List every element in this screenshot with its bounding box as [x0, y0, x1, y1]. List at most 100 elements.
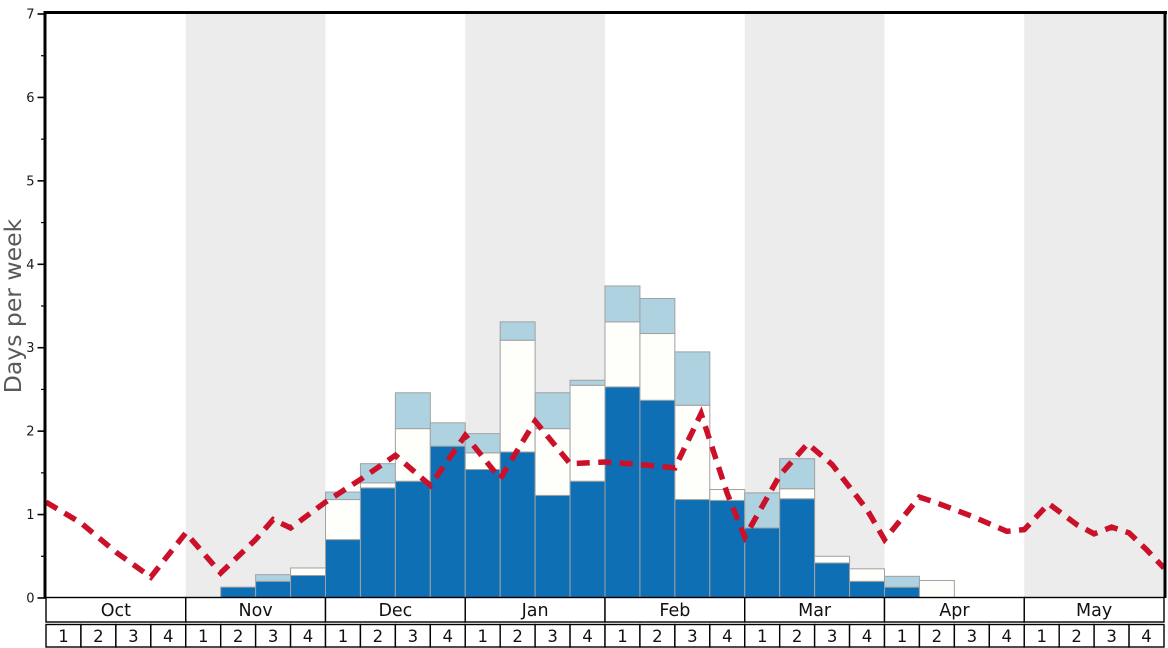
week-number-label: 3	[1106, 627, 1117, 646]
bar-segment-dark	[884, 586, 920, 599]
month-label: May	[1076, 601, 1112, 621]
axes-layer: 0 1 2 3 4 5 6 7	[26, 8, 1167, 607]
red-dashed-line	[44, 406, 1166, 581]
month-label-cell	[185, 596, 327, 623]
right-spine	[1163, 11, 1167, 598]
month-label-cell	[883, 596, 1025, 623]
bar-segment-white	[290, 567, 326, 576]
y-axis-title: Days per week	[0, 218, 27, 393]
week-number-label: 4	[443, 627, 454, 646]
week-number-cell	[1128, 623, 1165, 648]
bar-segment-white	[849, 568, 885, 582]
y-tick-label: 3	[26, 341, 34, 356]
week-number-label: 1	[338, 627, 349, 646]
month-label: Feb	[659, 601, 690, 621]
week-number-label: 2	[233, 627, 244, 646]
bar-segment-dark	[220, 586, 257, 599]
month-label: Mar	[798, 601, 832, 621]
line-layer	[44, 406, 1166, 581]
week-number-label: 4	[1002, 627, 1013, 646]
bar-segment-dark	[814, 562, 851, 599]
bar-segment-dark	[674, 499, 711, 599]
month-label-cell	[604, 596, 746, 623]
y-tick-label: 0	[26, 592, 34, 607]
bar-segment-white	[918, 579, 955, 599]
bar-segment-dark	[534, 494, 571, 599]
week-number-label: 1	[1036, 627, 1047, 646]
bar-segment-dark	[709, 499, 746, 599]
bar-segment-light	[394, 392, 431, 430]
bar-segment-white	[604, 321, 641, 388]
month-label-cell	[45, 596, 187, 623]
week-number-label: 3	[547, 627, 558, 646]
week-number-label: 1	[58, 627, 69, 646]
week-number-label: 4	[862, 627, 873, 646]
week-number-label: 3	[128, 627, 139, 646]
y-tick-label: 1	[26, 508, 34, 523]
month-shading-band	[1024, 14, 1164, 598]
y-tick-label: 5	[26, 174, 34, 189]
bar-segment-dark	[604, 386, 641, 599]
bar-segment-light	[429, 422, 466, 447]
week-number-label: 3	[967, 627, 978, 646]
bar-segment-white	[569, 384, 606, 482]
bar-segment-light	[674, 351, 711, 406]
bar-segment-white	[464, 452, 501, 471]
y-tick-label: 2	[26, 425, 34, 440]
y-tick-label: 7	[26, 8, 34, 23]
bar-segment-light	[534, 392, 571, 430]
month-label: Apr	[939, 601, 970, 621]
month-label: Oct	[101, 601, 131, 621]
month-label-cell	[324, 596, 466, 623]
week-number-label: 2	[373, 627, 384, 646]
bar-segment-light	[639, 297, 676, 335]
bar-segment-light	[464, 433, 501, 454]
week-number-label: 1	[897, 627, 908, 646]
week-number-label: 4	[722, 627, 733, 646]
week-number-label: 1	[477, 627, 488, 646]
week-number-label: 2	[932, 627, 943, 646]
week-number-label: 3	[268, 627, 279, 646]
bar-segment-dark	[429, 445, 466, 599]
bar-segment-dark	[569, 480, 606, 599]
week-number-label: 2	[93, 627, 104, 646]
bar-segment-dark	[359, 487, 396, 599]
week-number-label: 1	[617, 627, 628, 646]
bar-segment-dark	[325, 539, 361, 599]
week-number-label: 2	[652, 627, 663, 646]
week-number-label: 3	[687, 627, 698, 646]
bars-layer	[220, 285, 955, 599]
week-number-label: 2	[792, 627, 803, 646]
week-number-label: 1	[198, 627, 209, 646]
bar-segment-light	[779, 458, 816, 490]
left-spine	[43, 11, 47, 598]
bar-segment-white	[814, 555, 851, 564]
bar-segment-light	[569, 379, 606, 386]
month-label: Nov	[239, 601, 273, 621]
bar-segment-dark	[464, 469, 501, 599]
week-number-label: 4	[582, 627, 593, 646]
week-number-label: 3	[408, 627, 419, 646]
bar-segment-dark	[744, 527, 781, 599]
month-week-tables-layer: Oct Nov Dec Jan Feb Mar Apr May 1 2 3 4 1 2 3 4 1 2 3 4 1 2 3 4…	[45, 596, 1165, 648]
bar-segment-dark	[779, 498, 816, 599]
bar-segment-light	[604, 285, 641, 323]
top-spine	[43, 11, 1167, 14]
bar-segment-dark	[255, 580, 292, 599]
bar-segment-dark	[639, 399, 676, 599]
bar-segment-light	[499, 321, 536, 341]
week-number-label: 2	[512, 627, 523, 646]
bar-segment-white	[325, 499, 361, 541]
y-tick-label: 4	[26, 258, 34, 273]
bar-segment-dark	[394, 480, 431, 599]
bar-segment-light	[884, 575, 920, 588]
y-tick-label: 6	[26, 91, 34, 106]
bar-segment-dark	[290, 574, 326, 599]
bar-segment-white	[359, 482, 396, 489]
bar-segment-white	[779, 488, 816, 500]
background-bands-layer	[185, 14, 1164, 598]
week-number-label: 4	[1141, 627, 1152, 646]
month-label: Jan	[521, 601, 549, 621]
